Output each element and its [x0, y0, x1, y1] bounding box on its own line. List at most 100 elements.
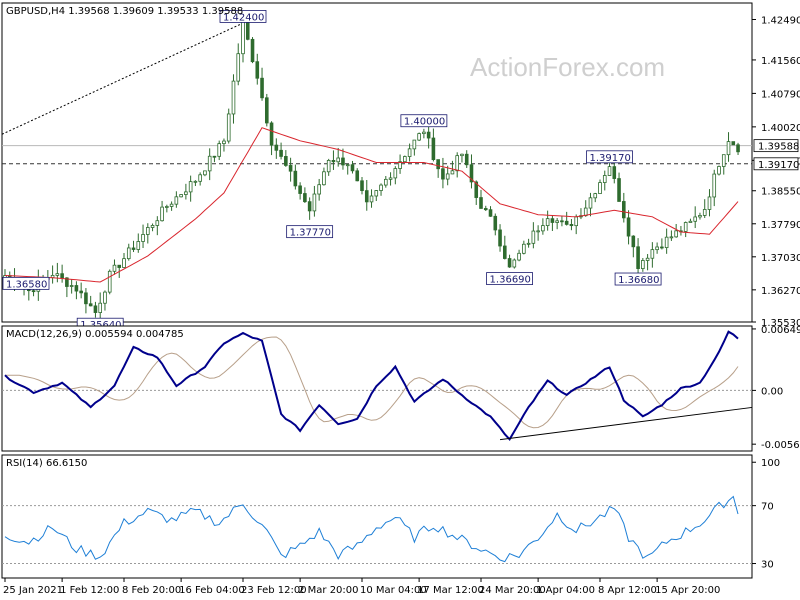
- candle-body: [169, 203, 174, 207]
- candle-body: [188, 181, 193, 193]
- x-tick-label: 24 Mar 20:00: [479, 585, 546, 596]
- annotation-label: 1.42400: [223, 12, 264, 23]
- candle-body: [226, 113, 231, 142]
- price-tag-label: 1.39170: [758, 160, 799, 171]
- candle-body: [193, 180, 198, 183]
- candle-body: [717, 166, 721, 175]
- level-price-tag: 1.39170: [753, 157, 799, 171]
- candle-body: [117, 264, 122, 268]
- candle-body: [269, 122, 274, 146]
- candle-body: [612, 166, 617, 179]
- candle-body: [217, 143, 222, 157]
- x-tick-label: 15 Apr 20:00: [655, 585, 720, 596]
- candle-body: [403, 156, 407, 163]
- candle-body: [488, 209, 493, 217]
- annotation-label: 1.40000: [404, 117, 445, 128]
- candle-body: [645, 257, 650, 261]
- dotted-trendline: [1, 20, 248, 135]
- candle-body: [136, 241, 141, 250]
- annotation-box: [286, 225, 334, 239]
- price-tick-label: 1.38550: [761, 187, 800, 198]
- candle-body: [698, 215, 702, 218]
- candle-body: [65, 277, 69, 287]
- candle-body: [141, 234, 145, 242]
- candle-body: [555, 220, 559, 223]
- candle-body: [393, 168, 398, 179]
- candle-body: [498, 229, 502, 247]
- candle-body: [460, 153, 464, 157]
- candle-body: [441, 168, 445, 180]
- annotation-box: [400, 114, 448, 128]
- candle-body: [231, 80, 236, 115]
- candle-body: [84, 292, 88, 305]
- candle-body: [564, 220, 569, 225]
- candle-body: [536, 230, 540, 233]
- candle-body: [712, 173, 717, 198]
- candle-body: [198, 174, 202, 182]
- candle-body: [303, 193, 307, 203]
- x-tick-label: 1 Feb 12:00: [60, 585, 119, 596]
- candle-body: [298, 185, 302, 194]
- candle-body: [650, 249, 655, 259]
- candle-body: [469, 164, 474, 183]
- x-tick-label: 17 Mar 12:00: [417, 585, 484, 596]
- candle-body: [422, 131, 426, 135]
- candle-body: [550, 218, 555, 223]
- rsi-tick-label: 100: [761, 458, 780, 469]
- price-annotation: 1.36680: [614, 272, 662, 286]
- candle-body: [98, 302, 103, 313]
- candle-body: [122, 258, 126, 268]
- candle-body: [317, 184, 321, 195]
- annotation-box: [614, 272, 662, 286]
- candle-body: [360, 180, 364, 192]
- candle-body: [664, 236, 669, 249]
- candle-body: [79, 290, 83, 294]
- candle-body: [93, 305, 98, 313]
- x-tick-label: 2 Mar 20:00: [298, 585, 358, 596]
- candle-body: [131, 247, 136, 250]
- macd-tick-label: 0.00: [761, 386, 783, 397]
- candle-body: [103, 291, 107, 304]
- price-annotation: 1.36580: [2, 276, 50, 290]
- candle-body: [322, 171, 326, 186]
- ma-line: [4, 127, 739, 283]
- price-tick-label: 1.37030: [761, 253, 800, 264]
- candle-body: [669, 236, 674, 239]
- candle-body: [236, 53, 241, 82]
- candle-body: [560, 220, 564, 223]
- candle-body: [203, 170, 207, 176]
- candle-body: [284, 156, 288, 166]
- annotation-label: 1.37770: [290, 228, 331, 239]
- candle-body: [293, 170, 298, 187]
- candle-body: [345, 164, 350, 167]
- annotation-box: [586, 150, 633, 164]
- candle-body: [279, 149, 283, 157]
- price-annotation: 1.37770: [286, 225, 334, 239]
- x-tick-label: 8 Apr 12:00: [598, 585, 657, 596]
- candle-body: [150, 225, 155, 228]
- candle-body: [379, 184, 383, 191]
- candle-body: [431, 137, 436, 161]
- annotation-box: [486, 272, 533, 285]
- candle-body: [107, 270, 112, 293]
- candle-body: [464, 153, 469, 166]
- candle-body: [383, 178, 388, 186]
- candle-body: [31, 290, 36, 293]
- price-tick-label: 1.40020: [761, 123, 800, 134]
- candle-body: [545, 218, 550, 226]
- macd-trendline: [499, 406, 753, 441]
- candle-body: [207, 155, 212, 172]
- candle-body: [426, 131, 431, 139]
- candle-body: [455, 155, 459, 172]
- price-tag-box: [753, 157, 799, 171]
- rsi-panel: 100 70 30: [1, 454, 780, 579]
- candle-body: [636, 246, 640, 269]
- candle-body: [674, 230, 678, 238]
- candle-body: [541, 225, 545, 232]
- candle-body: [660, 246, 664, 249]
- candle-body: [288, 165, 293, 172]
- annotation-box: [219, 10, 267, 23]
- candle-body: [436, 159, 440, 170]
- candle-body: [355, 170, 360, 182]
- candle-body: [350, 164, 355, 172]
